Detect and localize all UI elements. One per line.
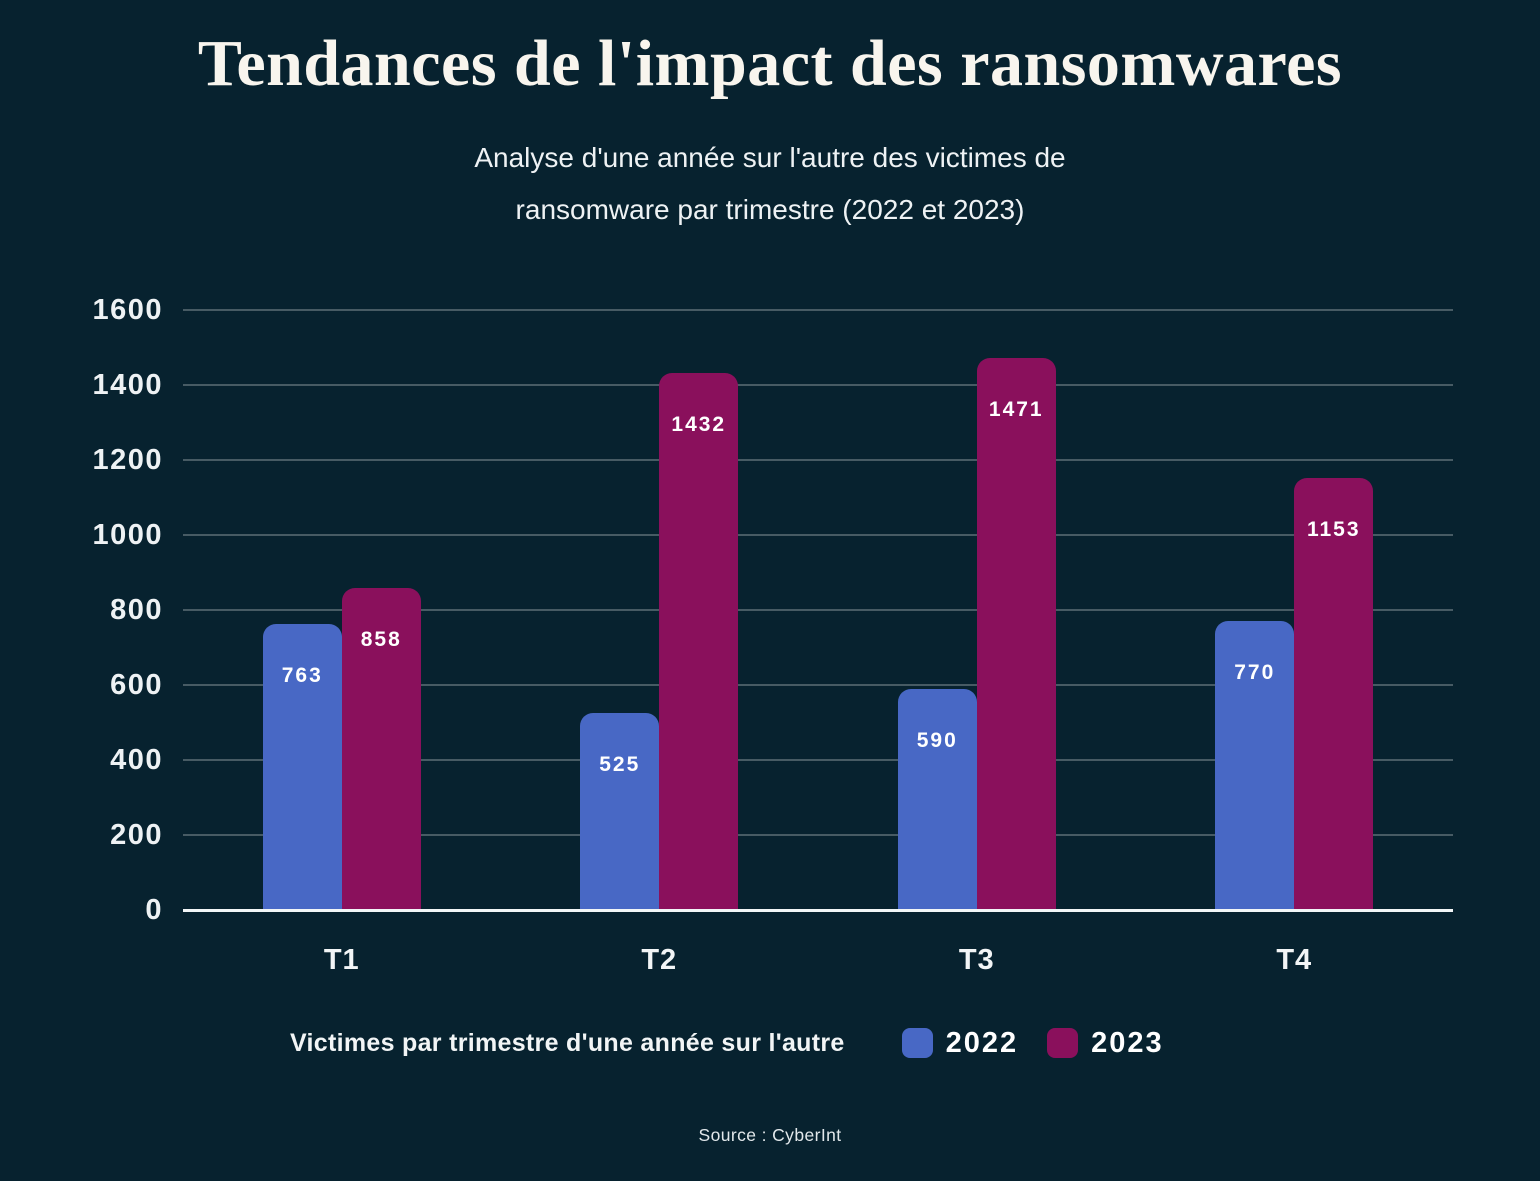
bar-value-label-2022-T2: 525 <box>599 753 641 777</box>
chart-subtitle-line1: Analyse d'une année sur l'autre des vict… <box>474 142 1066 173</box>
bar-value-label-2022-T1: 763 <box>281 663 323 687</box>
legend-swatch-2023 <box>1047 1028 1079 1058</box>
y-axis-tick-1400: 1400 <box>92 369 163 401</box>
legend-title: Victimes par trimestre d'une année sur l… <box>290 1028 845 1057</box>
x-axis-line <box>183 909 1453 912</box>
bar-2023-T4: 1153 <box>1294 477 1374 910</box>
x-axis-label-T3: T3 <box>958 944 995 976</box>
bar-value-label-2023-T2: 1432 <box>671 413 727 436</box>
y-axis-labels: 0 200 400 600 800 1000 1200 1400 1600 <box>0 295 163 925</box>
bar-value-label-2023-T1: 858 <box>360 628 402 652</box>
gridline-200 <box>183 834 1453 836</box>
y-axis-tick-800: 800 <box>110 594 163 626</box>
plot-area: 763 858 525 1432 590 1471 770 1153 <box>183 309 1453 912</box>
x-axis-label-T4: T4 <box>1276 944 1313 976</box>
bar-value-label-2022-T4: 770 <box>1234 661 1276 685</box>
gridline-1600 <box>183 309 1453 311</box>
x-axis-label-T2: T2 <box>641 944 678 976</box>
gridline-400 <box>183 759 1453 761</box>
source-text: Source : CyberInt <box>698 1125 842 1145</box>
chart-subtitle: Analyse d'une année sur l'autre des vict… <box>0 132 1540 236</box>
bar-2022-T1: 763 <box>262 623 342 910</box>
bar-value-label-2023-T4: 1153 <box>1306 517 1361 541</box>
legend-label-2023: 2023 <box>1091 1026 1164 1059</box>
y-axis-tick-1600: 1600 <box>92 294 163 326</box>
x-axis-label-T1: T1 <box>323 944 360 976</box>
y-axis-tick-400: 400 <box>110 744 163 776</box>
legend-swatch-2022 <box>901 1028 933 1058</box>
bar-2022-T3: 590 <box>897 688 977 910</box>
gridline-800 <box>183 609 1453 611</box>
y-axis-tick-200: 200 <box>110 819 163 851</box>
y-axis-tick-1200: 1200 <box>92 444 163 476</box>
bar-2022-T2: 525 <box>580 713 660 910</box>
bar-value-label-2022-T3: 590 <box>916 728 958 752</box>
gridline-1000 <box>183 534 1453 536</box>
y-axis-tick-0: 0 <box>145 894 163 926</box>
legend-label-2022: 2022 <box>945 1026 1019 1059</box>
gridline-1200 <box>183 459 1453 461</box>
bar-2022-T4: 770 <box>1215 621 1295 910</box>
legend: Victimes par trimestre d'une année sur l… <box>290 1024 1164 1062</box>
bar-2023-T3: 1471 <box>976 358 1056 910</box>
x-axis-labels: T1 T2 T3 T4 <box>183 910 1453 990</box>
chart-title: Tendances de l'impact des ransomwares <box>197 27 1343 100</box>
y-axis-tick-1000: 1000 <box>92 519 163 551</box>
y-axis-tick-600: 600 <box>110 669 163 701</box>
chart-subtitle-line2: ransomware par trimestre (2022 et 2023) <box>515 194 1025 225</box>
bar-value-label-2023-T3: 1471 <box>988 398 1044 422</box>
gridline-600 <box>183 684 1453 686</box>
gridline-1400 <box>183 384 1453 386</box>
bar-2023-T2: 1432 <box>659 373 739 910</box>
bar-2023-T1: 858 <box>341 588 421 910</box>
